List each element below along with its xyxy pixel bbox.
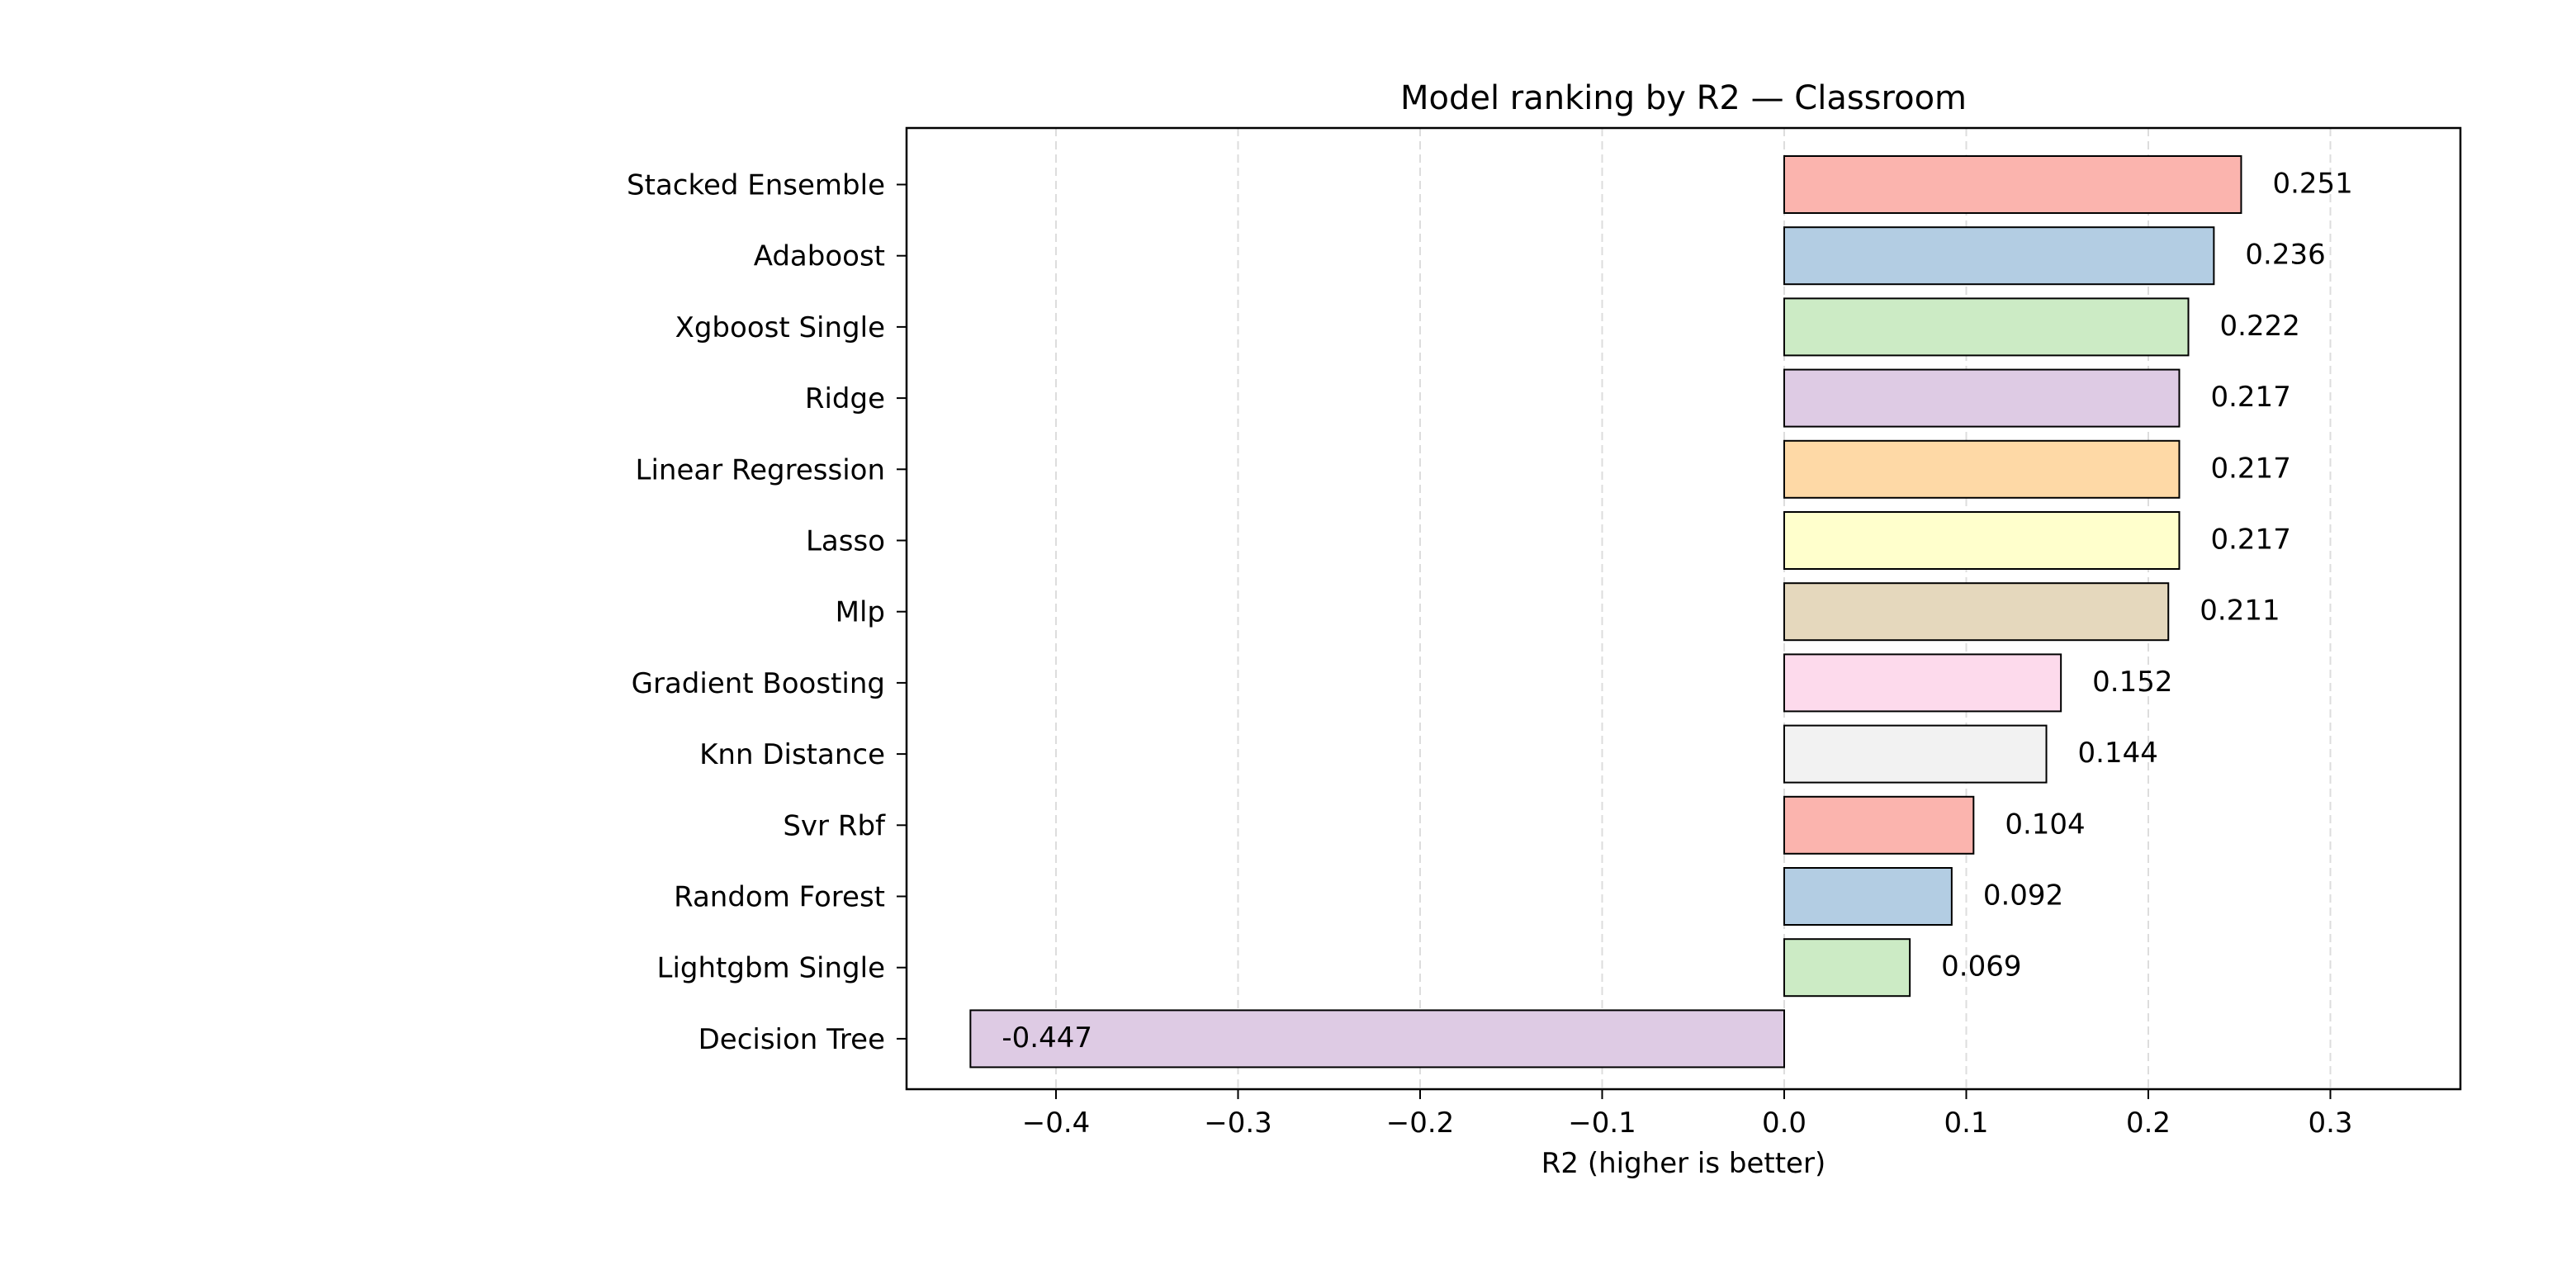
data-label: 0.217	[2210, 381, 2290, 414]
y-tick-label: Gradient Boosting	[632, 667, 885, 700]
y-tick-label: Knn Distance	[699, 738, 885, 771]
data-labels: 0.251 0.236 0.222 0.217 0.217 0.217 0.211 0.152…	[1002, 168, 2352, 1055]
data-label: 0.069	[1941, 950, 2021, 984]
data-label: 0.211	[2200, 595, 2280, 628]
x-tick-label: −0.4	[1022, 1107, 1091, 1140]
y-tick-label: Linear Regression	[636, 453, 885, 486]
data-label: -0.447	[1002, 1021, 1092, 1055]
y-tick-label: Random Forest	[674, 881, 885, 914]
chart-title: Model ranking by R2 — Classroom	[1400, 79, 1967, 117]
x-tick-label: −0.2	[1386, 1107, 1455, 1140]
bar	[1783, 226, 2215, 286]
bar	[1783, 653, 2062, 713]
bar	[1783, 795, 1975, 855]
x-tick-label: 0.0	[1762, 1107, 1807, 1140]
x-axis: −0.4 −0.3 −0.2 −0.1 0.0 0.1 0.2 0.3	[1022, 1089, 2353, 1140]
y-axis: Stacked Ensemble Adaboost Xgboost Single Ri…	[627, 169, 907, 1056]
data-label: 0.104	[2005, 808, 2085, 841]
bar	[1783, 867, 1953, 926]
bar	[1783, 724, 2048, 784]
data-label: 0.217	[2210, 452, 2290, 485]
data-label: 0.217	[2210, 524, 2290, 557]
x-tick-label: 0.1	[1944, 1107, 1988, 1140]
y-tick-label: Lasso	[806, 525, 885, 558]
data-label: 0.236	[2245, 239, 2325, 272]
bars	[969, 155, 2242, 1069]
data-label: 0.092	[1983, 879, 2063, 912]
bar	[1783, 582, 2170, 642]
bar	[1783, 155, 2242, 214]
x-tick-label: 0.2	[2126, 1107, 2171, 1140]
plot-frame	[905, 126, 2462, 1091]
x-tick-label: 0.3	[2308, 1107, 2352, 1140]
y-tick-label: Xgboost Single	[675, 311, 885, 344]
data-label: 0.144	[2078, 737, 2158, 770]
y-tick-label: Mlp	[836, 596, 885, 629]
bar	[1783, 511, 2181, 570]
bar	[1783, 439, 2181, 499]
bar	[1783, 368, 2181, 428]
y-tick-label: Lightgbm Single	[657, 952, 885, 985]
data-label: 0.222	[2220, 310, 2300, 343]
x-tick-label: −0.1	[1568, 1107, 1636, 1140]
y-tick-label: Adaboost	[754, 240, 885, 273]
y-tick-label: Stacked Ensemble	[627, 169, 885, 202]
data-label: 0.251	[2272, 168, 2352, 201]
bar	[1783, 938, 1911, 998]
data-label: 0.152	[2092, 666, 2172, 699]
x-axis-label: R2 (higher is better)	[1541, 1147, 1825, 1180]
x-tick-label: −0.3	[1204, 1107, 1272, 1140]
y-tick-label: Svr Rbf	[783, 809, 886, 842]
y-tick-label: Decision Tree	[698, 1023, 885, 1056]
bar	[1783, 297, 2190, 357]
bar	[969, 1009, 1785, 1069]
y-tick-label: Ridge	[805, 382, 885, 415]
